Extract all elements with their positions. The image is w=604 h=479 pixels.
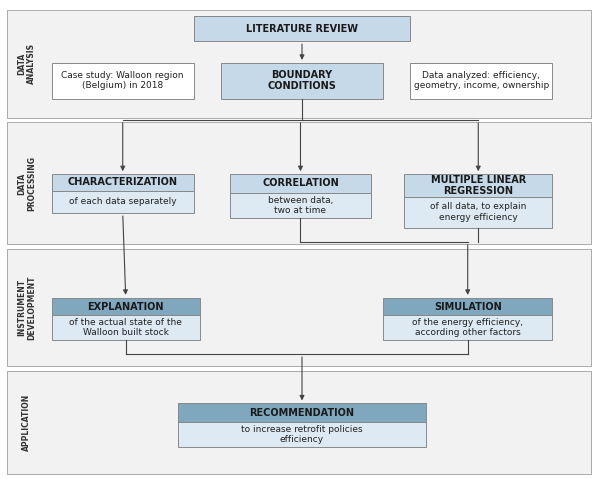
Bar bbox=[7, 371, 591, 474]
Text: Data analyzed: efficiency,
geometry, income, ownership: Data analyzed: efficiency, geometry, inc… bbox=[414, 71, 549, 91]
Bar bbox=[405, 196, 552, 228]
Bar bbox=[52, 191, 193, 213]
Bar bbox=[220, 63, 384, 99]
Text: MULTIPLE LINEAR
REGRESSION: MULTIPLE LINEAR REGRESSION bbox=[431, 174, 526, 196]
Bar bbox=[7, 249, 591, 366]
Text: INSTRUMENT
DEVELOPMENT: INSTRUMENT DEVELOPMENT bbox=[17, 275, 36, 340]
Bar bbox=[193, 16, 411, 41]
Text: between data,
two at time: between data, two at time bbox=[268, 195, 333, 215]
Bar bbox=[52, 298, 199, 315]
Bar bbox=[178, 422, 426, 447]
Bar bbox=[230, 174, 371, 193]
Text: RECOMMENDATION: RECOMMENDATION bbox=[249, 408, 355, 418]
Bar bbox=[384, 315, 552, 340]
Text: CHARACTERIZATION: CHARACTERIZATION bbox=[68, 177, 178, 187]
Bar bbox=[52, 63, 193, 99]
Bar bbox=[7, 10, 591, 118]
Text: of the actual state of the
Walloon built stock: of the actual state of the Walloon built… bbox=[69, 318, 182, 337]
Text: of the energy efficiency,
according other factors: of the energy efficiency, according othe… bbox=[412, 318, 523, 337]
Text: DATA
ANALYSIS: DATA ANALYSIS bbox=[17, 44, 36, 84]
Bar bbox=[52, 315, 199, 340]
Bar bbox=[230, 193, 371, 218]
Bar bbox=[7, 123, 591, 244]
Text: APPLICATION: APPLICATION bbox=[22, 394, 31, 451]
Bar bbox=[52, 174, 193, 191]
Text: of each data separately: of each data separately bbox=[69, 197, 176, 206]
Bar bbox=[384, 298, 552, 315]
Bar bbox=[411, 63, 552, 99]
Text: LITERATURE REVIEW: LITERATURE REVIEW bbox=[246, 24, 358, 34]
Text: of all data, to explain
energy efficiency: of all data, to explain energy efficienc… bbox=[430, 202, 527, 222]
Text: Case study: Walloon region
(Belgium) in 2018: Case study: Walloon region (Belgium) in … bbox=[62, 71, 184, 91]
Bar bbox=[405, 174, 552, 196]
Text: DATA
PROCESSING: DATA PROCESSING bbox=[17, 156, 36, 211]
Text: to increase retrofit policies
efficiency: to increase retrofit policies efficiency bbox=[241, 425, 363, 444]
Text: SIMULATION: SIMULATION bbox=[434, 302, 501, 312]
Text: BOUNDARY
CONDITIONS: BOUNDARY CONDITIONS bbox=[268, 70, 336, 91]
Bar bbox=[178, 403, 426, 422]
Text: EXPLANATION: EXPLANATION bbox=[88, 302, 164, 312]
Text: CORRELATION: CORRELATION bbox=[262, 178, 339, 188]
